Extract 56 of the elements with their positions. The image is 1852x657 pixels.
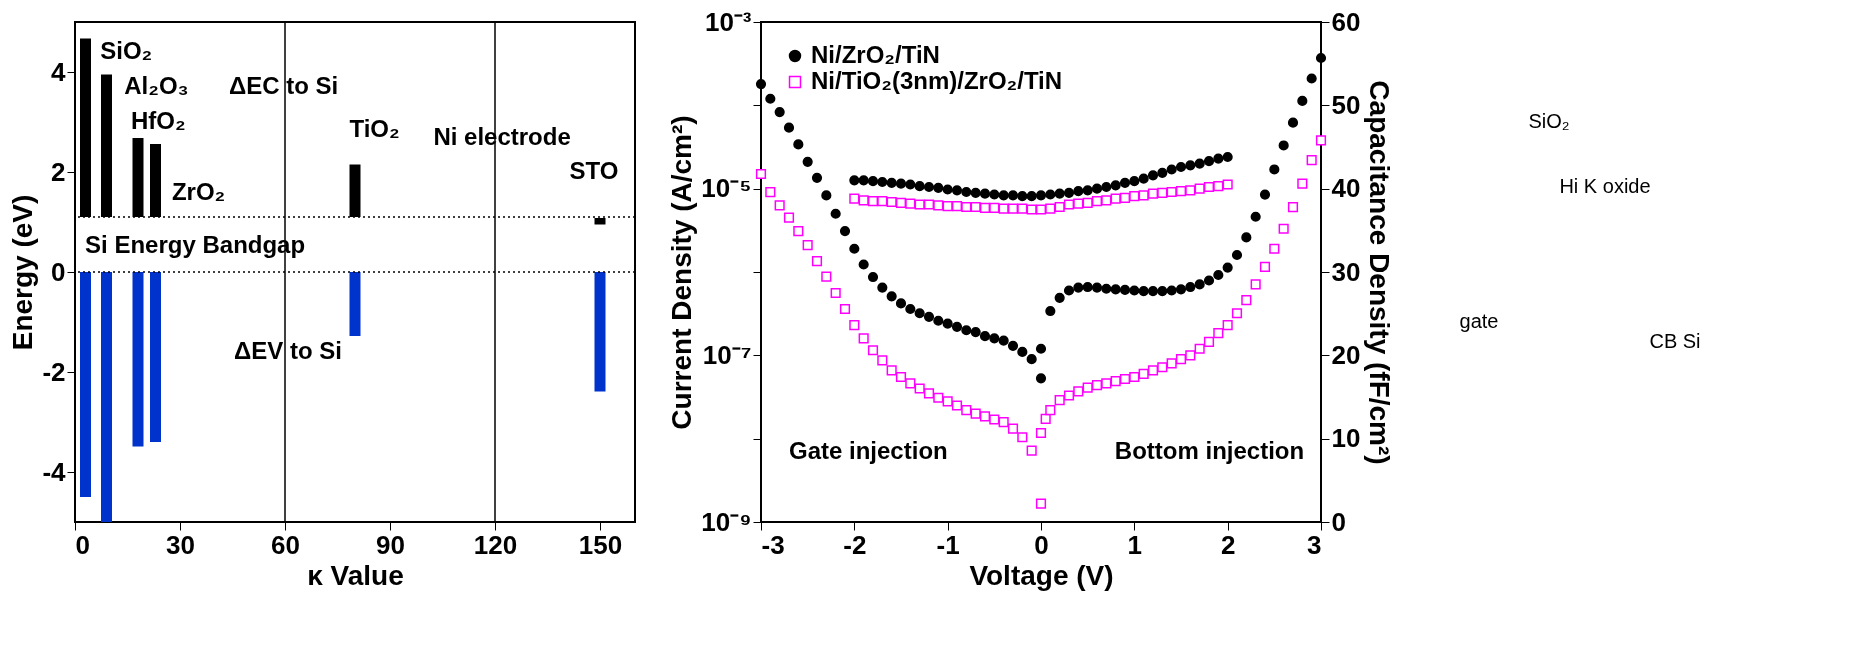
annotation: STO xyxy=(569,157,619,184)
y-tick-label: 10⁻³ xyxy=(704,6,752,37)
y2-tick-label: 20 xyxy=(1331,339,1361,370)
bar xyxy=(80,272,91,497)
annotation: Al₂O₃ xyxy=(124,72,189,99)
bar xyxy=(594,272,606,392)
bar xyxy=(101,272,112,522)
y-tick-label: 10⁻⁵ xyxy=(701,173,752,204)
y-tick-label: 0 xyxy=(51,256,66,287)
x-tick-label: 120 xyxy=(473,529,518,560)
x-axis-title: κ Value xyxy=(307,559,404,591)
bar xyxy=(132,272,144,447)
annotation: ΔEV to Si xyxy=(234,337,342,364)
x-tick-label: 0 xyxy=(1034,529,1049,560)
y-tick-label: 10⁻⁹ xyxy=(701,506,752,537)
x-tick-label: 60 xyxy=(271,529,300,560)
x-tick-label: 150 xyxy=(578,529,623,560)
y2-tick-label: 10 xyxy=(1331,423,1361,454)
x-tick-label: 1 xyxy=(1127,529,1143,560)
x-tick-label: -3 xyxy=(761,529,785,560)
x-tick-label: 90 xyxy=(376,529,405,560)
annotation: Gate injection xyxy=(789,437,948,464)
y-axis-title: Energy (eV) xyxy=(7,194,39,351)
y-axis-title: Current Density (A/cm²) xyxy=(666,115,698,430)
annotation: TiO₂ xyxy=(349,115,400,142)
y2-tick-label: 60 xyxy=(1331,6,1361,37)
text: SiO₂ xyxy=(1528,110,1570,132)
bar xyxy=(150,272,161,442)
legend-label: Ni/TiO₂(3nm)/ZrO₂/TiN xyxy=(811,67,1063,94)
x-tick-label: 30 xyxy=(166,529,195,560)
y-tick-label: 4 xyxy=(51,56,67,87)
annotation: Bottom injection xyxy=(1114,437,1305,464)
y2-tick-label: 30 xyxy=(1331,256,1361,287)
annotation: ZrO₂ xyxy=(171,178,226,205)
y2-axis-title: Capacitance Density (fF/cm²) xyxy=(1364,80,1396,465)
y2-tick-label: 40 xyxy=(1331,173,1361,204)
y2-tick-label: 50 xyxy=(1331,89,1361,120)
x-tick-label: -1 xyxy=(936,529,960,560)
text: gate xyxy=(1459,310,1499,332)
annotation: HfO₂ xyxy=(131,107,186,134)
bar xyxy=(349,272,361,336)
legend-label: Ni/ZrO₂/TiN xyxy=(811,41,940,68)
y2-tick-label: 0 xyxy=(1331,506,1346,537)
annotation: ΔEC to Si xyxy=(229,72,339,99)
y-tick-label: -4 xyxy=(42,456,67,487)
x-axis-title: Voltage (V) xyxy=(969,559,1114,591)
y-tick-label: 10⁻⁷ xyxy=(702,339,752,370)
y-tick-label: -2 xyxy=(42,356,66,387)
x-tick-label: 0 xyxy=(75,529,90,560)
text: Hi K oxide xyxy=(1559,175,1651,197)
text: CB Si xyxy=(1649,330,1701,352)
annotation: SiO₂ xyxy=(100,37,153,64)
x-tick-label: -2 xyxy=(843,529,867,560)
x-tick-label: 3 xyxy=(1307,529,1322,560)
y-tick-label: 2 xyxy=(51,156,66,187)
x-tick-label: 2 xyxy=(1220,529,1236,560)
